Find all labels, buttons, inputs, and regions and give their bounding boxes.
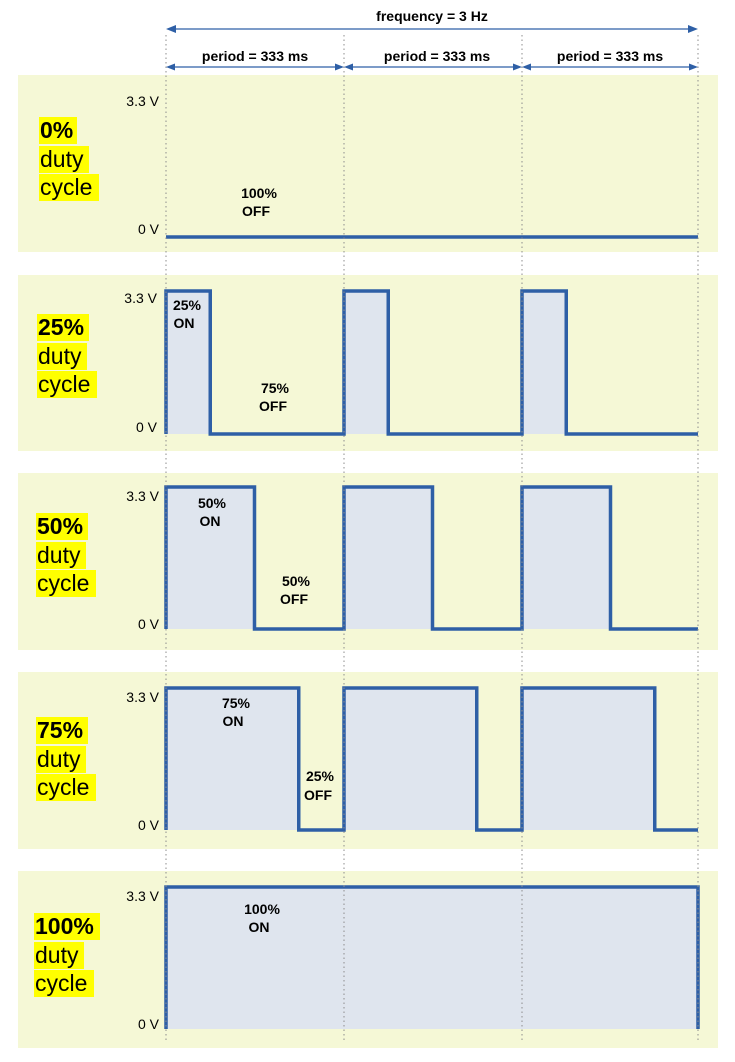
cycle-word-label: cycle bbox=[35, 970, 87, 996]
duty-highlight bbox=[36, 542, 86, 569]
voltage-low-label: 0 V bbox=[136, 419, 158, 435]
pwm-signal-line bbox=[164, 485, 698, 631]
duty-highlight bbox=[36, 717, 88, 744]
duty-percent-label: 50% bbox=[37, 513, 83, 539]
on-word-label: ON bbox=[249, 919, 270, 935]
on-pulse-fill bbox=[344, 688, 477, 830]
cycle-word-label: cycle bbox=[40, 174, 92, 200]
off-percent-label: 50% bbox=[282, 573, 311, 589]
duty-highlight bbox=[37, 343, 87, 370]
duty-highlight bbox=[39, 117, 77, 144]
duty-percent-label: 25% bbox=[38, 314, 84, 340]
off-percent-label: 100% bbox=[241, 185, 277, 201]
panel-50-duty: 50% duty cycle 3.3 V 0 V 50% ON 50% OFF bbox=[36, 488, 311, 632]
on-pulse-fill bbox=[522, 487, 611, 629]
arrow-left-icon bbox=[344, 63, 353, 71]
on-word-label: ON bbox=[223, 713, 244, 729]
arrow-right-icon bbox=[513, 63, 522, 71]
off-word-label: OFF bbox=[259, 398, 287, 414]
duty-highlight bbox=[36, 570, 96, 597]
arrow-left-icon bbox=[166, 63, 175, 71]
on-word-label: ON bbox=[174, 315, 195, 331]
period-label: period = 333 ms bbox=[557, 48, 663, 64]
duty-word-label: duty bbox=[37, 542, 81, 568]
on-pulse-fill bbox=[166, 688, 299, 830]
duty-highlight bbox=[37, 314, 89, 341]
duty-highlight bbox=[34, 970, 94, 997]
period-label: period = 333 ms bbox=[384, 48, 490, 64]
arrow-right-icon bbox=[689, 63, 698, 71]
arrow-left-icon bbox=[166, 25, 176, 33]
cycle-word-label: cycle bbox=[38, 371, 90, 397]
voltage-low-label: 0 V bbox=[138, 221, 160, 237]
panel-75-duty: 75% duty cycle 3.3 V 0 V 75% ON 25% OFF bbox=[36, 689, 335, 833]
cycle-word-label: cycle bbox=[37, 774, 89, 800]
duty-highlight bbox=[36, 774, 96, 801]
on-percent-label: 50% bbox=[198, 495, 227, 511]
voltage-high-label: 3.3 V bbox=[126, 93, 159, 109]
voltage-high-label: 3.3 V bbox=[126, 689, 159, 705]
off-word-label: OFF bbox=[280, 591, 308, 607]
panel-0-duty: 0% duty cycle 3.3 V 0 V 100% OFF bbox=[39, 93, 277, 237]
duty-word-label: duty bbox=[35, 942, 79, 968]
voltage-high-label: 3.3 V bbox=[126, 888, 159, 904]
off-percent-label: 25% bbox=[306, 768, 335, 784]
duty-highlight bbox=[34, 913, 100, 940]
duty-word-label: duty bbox=[40, 146, 84, 172]
arrow-right-icon bbox=[335, 63, 344, 71]
arrow-right-icon bbox=[688, 25, 698, 33]
on-pulse-fill bbox=[344, 291, 389, 434]
voltage-high-label: 3.3 V bbox=[124, 290, 157, 306]
off-percent-label: 75% bbox=[261, 380, 290, 396]
waveforms bbox=[164, 235, 700, 1029]
voltage-low-label: 0 V bbox=[138, 817, 160, 833]
on-percent-label: 25% bbox=[173, 297, 202, 313]
panel-100-duty: 100% duty cycle 3.3 V 0 V 100% ON bbox=[34, 888, 280, 1032]
duty-word-label: duty bbox=[38, 343, 82, 369]
duty-highlight bbox=[36, 513, 88, 540]
frequency-arrow bbox=[166, 25, 698, 33]
arrow-left-icon bbox=[522, 63, 531, 71]
duty-highlight bbox=[36, 746, 86, 773]
frequency-label: frequency = 3 Hz bbox=[376, 8, 488, 24]
on-pulse-fill bbox=[344, 487, 433, 629]
duty-highlight bbox=[39, 174, 99, 201]
off-word-label: OFF bbox=[242, 203, 270, 219]
duty-percent-label: 75% bbox=[37, 717, 83, 743]
duty-highlight bbox=[37, 371, 97, 398]
voltage-high-label: 3.3 V bbox=[126, 488, 159, 504]
duty-word-label: duty bbox=[37, 746, 81, 772]
on-pulse-fill bbox=[522, 688, 655, 830]
duty-highlight bbox=[34, 942, 84, 969]
on-percent-label: 100% bbox=[244, 901, 280, 917]
panel-background-0 bbox=[18, 75, 718, 252]
pwm-signal-line bbox=[164, 686, 698, 832]
on-pulse-fill bbox=[166, 487, 255, 629]
duty-percent-label: 0% bbox=[40, 117, 73, 143]
on-word-label: ON bbox=[200, 513, 221, 529]
on-percent-label: 75% bbox=[222, 695, 251, 711]
duty-highlight bbox=[39, 146, 89, 173]
duty-percent-label: 100% bbox=[35, 913, 94, 939]
on-pulse-fill bbox=[166, 887, 698, 1029]
voltage-low-label: 0 V bbox=[138, 1016, 160, 1032]
pwm-signal-line bbox=[164, 289, 698, 436]
off-word-label: OFF bbox=[304, 787, 332, 803]
on-pulse-fill bbox=[166, 291, 211, 434]
voltage-low-label: 0 V bbox=[138, 616, 160, 632]
on-pulse-fill bbox=[522, 291, 567, 434]
period-label: period = 333 ms bbox=[202, 48, 308, 64]
panel-25-duty: 25% duty cycle 3.3 V 0 V 25% ON 75% OFF bbox=[37, 290, 290, 435]
cycle-word-label: cycle bbox=[37, 570, 89, 596]
period-arrows bbox=[166, 63, 698, 71]
period-guides bbox=[165, 35, 699, 1040]
